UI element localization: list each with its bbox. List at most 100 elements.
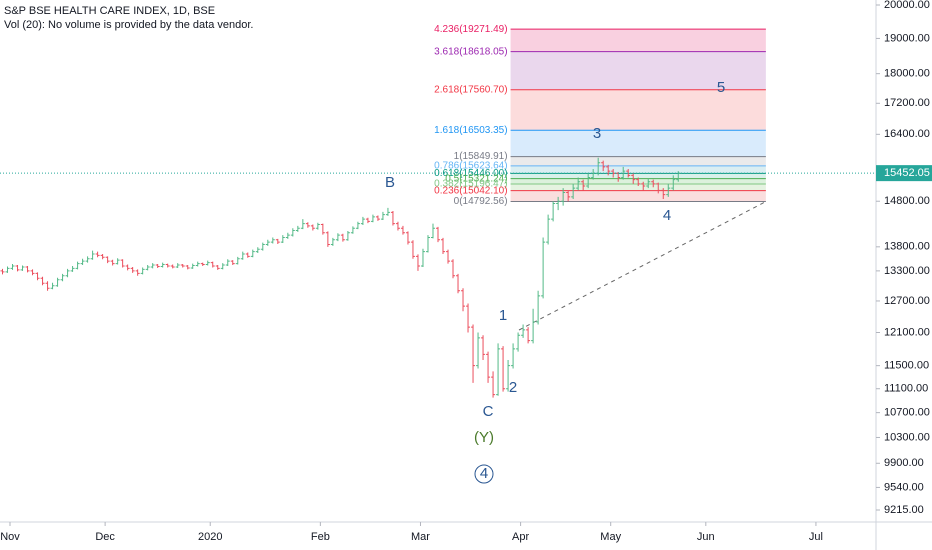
ohlc-bar (200, 262, 205, 266)
y-tick-label: 11500.00 (884, 360, 929, 372)
y-tick-label: 12100.00 (884, 326, 930, 338)
ohlc-bar (30, 269, 35, 276)
ohlc-bar (586, 173, 591, 189)
ohlc-bar (576, 177, 581, 191)
ohlc-bar (566, 190, 571, 202)
ohlc-bar (60, 273, 65, 282)
fib-label: 0.618(15446.00) (434, 168, 507, 179)
y-tick-label: 13800.00 (884, 241, 930, 253)
fib-band (510, 89, 766, 131)
fib-label: 4.236(19271.49) (434, 24, 507, 35)
ohlc-bar (390, 210, 395, 226)
ohlc-bar (195, 261, 200, 267)
ohlc-bar (15, 265, 20, 272)
fib-band (510, 130, 766, 157)
ohlc-bar (100, 253, 105, 260)
ohlc-bar (491, 371, 496, 398)
chart-subtitle: Vol (20): No volume is provided by the d… (4, 19, 253, 31)
ohlc-bar (611, 169, 616, 178)
ohlc-bar (25, 265, 30, 273)
y-tick-label: 9215.00 (884, 504, 924, 516)
ohlc-bar (85, 256, 90, 263)
ohlc-bar (606, 164, 611, 176)
x-tick-label: Jul (809, 531, 823, 543)
ohlc-bar (456, 273, 461, 294)
fib-label: 3.618(18618.05) (434, 46, 507, 57)
ohlc-bar (110, 259, 115, 266)
x-tick-label: Apr (512, 531, 529, 543)
ohlc-bar (441, 237, 446, 254)
ohlc-bar (400, 225, 405, 235)
ohlc-bar (561, 188, 566, 206)
ohlc-bar (170, 264, 175, 269)
ohlc-bar (45, 281, 50, 291)
ohlc-bar (415, 254, 420, 271)
fib-band (510, 165, 766, 174)
trend-line (518, 201, 766, 331)
chart-title: S&P BSE HEALTH CARE INDEX, 1D, BSE (4, 5, 215, 17)
ohlc-bar (476, 332, 481, 369)
ohlc-bar (385, 207, 390, 216)
fib-label: 0(14792.56) (454, 196, 508, 207)
wave-label: 2 (509, 379, 517, 396)
ohlc-bar (80, 258, 85, 266)
ohlc-bar (235, 256, 240, 265)
y-tick-label: 10700.00 (884, 407, 930, 419)
y-tick-label: 14800.00 (884, 195, 930, 207)
ohlc-bar (501, 346, 506, 392)
ohlc-bar (656, 182, 661, 194)
ohlc-bar (340, 233, 345, 242)
ohlc-bar (435, 226, 440, 243)
ohlc-bar (180, 264, 185, 268)
ohlc-bar (646, 178, 651, 189)
ohlc-bar (95, 251, 100, 258)
annotations: B 1 2C (Y) 4 3 4 5 (385, 79, 725, 484)
ohlc-bar (70, 265, 75, 272)
ohlc-bar (360, 216, 365, 225)
wave-label: 4 (663, 207, 671, 224)
ohlc-bar (551, 201, 556, 222)
ohlc-bar (210, 261, 215, 268)
x-tick-label: Dec (95, 531, 115, 543)
ohlc-bar (556, 196, 561, 211)
ohlc-bar (35, 272, 40, 281)
ohlc-bar (155, 264, 160, 268)
wave-label: B (385, 174, 395, 191)
ohlc-bar (325, 231, 330, 247)
ohlc-bar (601, 160, 606, 172)
ohlc-bar (165, 263, 170, 268)
fib-band (510, 184, 766, 191)
y-tick-label: 17200.00 (884, 97, 930, 109)
ohlc-bar (430, 223, 435, 239)
ohlc-bar (330, 237, 335, 246)
ohlc-bar (0, 268, 5, 275)
ohlc-bar (185, 265, 190, 270)
ohlc-bar (506, 360, 511, 392)
ohlc-bar (420, 248, 425, 267)
ohlc-bar (446, 249, 451, 264)
fib-tool: 4.236(19271.49) 3.618(18618.05) 2.618(1756… (434, 24, 766, 207)
ohlc-bar (265, 239, 270, 246)
ohlc-bar (270, 237, 275, 244)
y-tick-label: 11100.00 (884, 383, 928, 395)
ohlc-bar (395, 221, 400, 231)
ohlc-bar (280, 235, 285, 244)
bars (0, 157, 681, 398)
y-tick-label: 13300.00 (884, 265, 930, 277)
ohlc-bar (666, 183, 671, 197)
fib-band (510, 156, 766, 166)
ohlc-bar (451, 259, 456, 279)
ohlc-bar (125, 264, 130, 271)
ohlc-bar (621, 166, 626, 180)
ohlc-bar (90, 250, 95, 260)
ohlc-bar (511, 343, 516, 369)
ohlc-bar (350, 226, 355, 234)
ohlc-bar (135, 269, 140, 276)
ohlc-bar (50, 282, 55, 290)
ohlc-bar (631, 173, 636, 184)
ohlc-bar (120, 259, 125, 268)
fib-label: 2.618(17560.70) (434, 84, 507, 95)
wave-label: 4 (480, 465, 488, 482)
fib-band (510, 173, 766, 179)
